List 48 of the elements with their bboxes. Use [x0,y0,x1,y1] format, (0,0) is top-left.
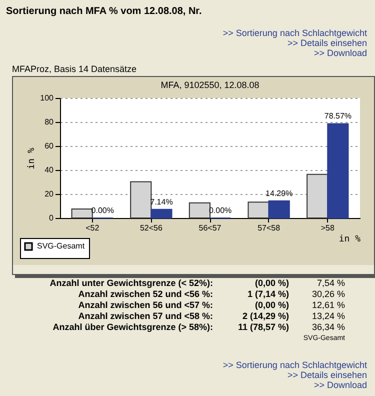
text: Anzahl unter Gewichtsgrenze (< 52%): [48,278,214,289]
data-label: 14.29% [266,188,293,198]
x-tick-label: 57<58 [258,224,281,232]
data-label: 78.57% [324,112,352,121]
text: >> Sortierung nach Schlachtgewicht [222,28,367,38]
text: Anzahl zwischen 56 und <57 %: [77,300,214,311]
text: >> Download [312,380,367,390]
y-tick-label: 0 [49,214,54,222]
bar [130,181,152,218]
chart-subtitle: MFA, 9102550, 12.08.08 [160,80,260,90]
text: >> Download [312,48,367,58]
bar [150,208,172,218]
text: 7,54 % [316,278,346,289]
text: (0,00 %) [254,278,290,289]
x-tick-label: >58 [320,224,335,232]
x-tick-label: 52<56 [140,224,163,232]
text: >> Details einsehen [286,370,367,380]
y-axis-title: in % [27,147,38,170]
y-tick-label: 60 [44,142,54,150]
x-tick-label: 56<57 [198,224,222,232]
text: Anzahl zwischen 52 und <56 %: [77,289,214,300]
text: >> Details einsehen [286,38,367,48]
y-tick-label: 20 [44,190,54,198]
bar [327,123,349,218]
text: >> Sortierung nach Schlachtgewicht [222,360,367,370]
chart-title: Sortierung nach MFA % vom 12.08.08, Nr. [6,6,202,17]
bar [306,174,328,218]
y-tick-label: 40 [44,166,54,174]
text: Anzahl über Gewichtsgrenze (> 58%): [52,322,214,333]
y-tick-label: 100 [40,94,54,102]
bar [188,202,210,218]
text: 1 (7,14 %) [246,289,290,300]
text: 11 (78,57 %) [236,322,290,333]
text: Anzahl zwischen 57 und <58 %: [77,311,214,322]
bar [71,208,93,218]
y-tick-label: 80 [44,118,54,126]
text: (0,00 %) [254,300,290,311]
bar [248,202,270,218]
text: 12,61 % [310,300,346,311]
text: 2 (14,29 %) [241,311,290,322]
legend-label: SVG-Gesamt [37,242,86,250]
text: 13,24 % [310,311,346,322]
bar [268,200,290,218]
text: MFAProz, Basis 14 Datensätze [12,64,137,74]
x-tick-label: <52 [86,224,100,232]
text: 30,26 % [310,289,346,300]
x-axis-title: in % [338,234,362,244]
text: 36,34 % [310,322,346,333]
